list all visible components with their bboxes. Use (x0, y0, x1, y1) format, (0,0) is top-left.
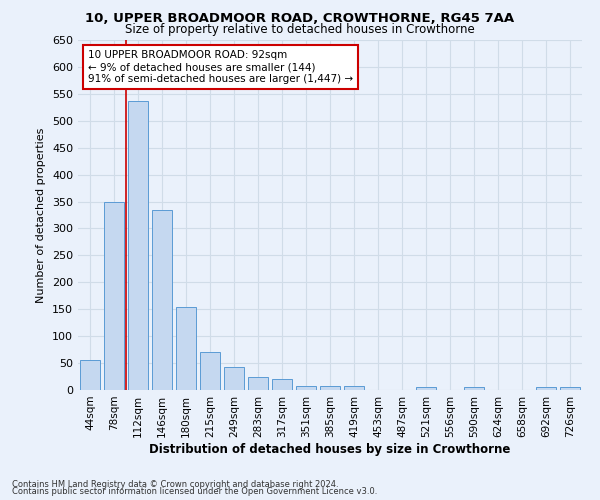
Bar (296, 386, 316, 390)
Bar (536, 388, 556, 390)
X-axis label: Distribution of detached houses by size in Crowthorne: Distribution of detached houses by size … (149, 442, 511, 456)
Bar (80, 360, 100, 390)
Bar (200, 352, 220, 390)
Bar (128, 101, 148, 390)
Bar (224, 368, 244, 390)
Bar (176, 306, 196, 390)
Text: Contains HM Land Registry data © Crown copyright and database right 2024.: Contains HM Land Registry data © Crown c… (12, 480, 338, 489)
Bar (344, 386, 364, 390)
Bar (416, 388, 436, 390)
Bar (560, 388, 580, 390)
Text: Contains public sector information licensed under the Open Government Licence v3: Contains public sector information licen… (12, 487, 377, 496)
Bar (104, 202, 124, 390)
Bar (248, 376, 268, 390)
Bar (464, 388, 484, 390)
Text: 10 UPPER BROADMOOR ROAD: 92sqm
← 9% of detached houses are smaller (144)
91% of : 10 UPPER BROADMOOR ROAD: 92sqm ← 9% of d… (88, 50, 353, 84)
Bar (272, 379, 292, 390)
Y-axis label: Number of detached properties: Number of detached properties (37, 128, 46, 302)
Bar (320, 386, 340, 390)
Bar (152, 210, 172, 390)
Text: 10, UPPER BROADMOOR ROAD, CROWTHORNE, RG45 7AA: 10, UPPER BROADMOOR ROAD, CROWTHORNE, RG… (85, 12, 515, 26)
Text: Size of property relative to detached houses in Crowthorne: Size of property relative to detached ho… (125, 22, 475, 36)
